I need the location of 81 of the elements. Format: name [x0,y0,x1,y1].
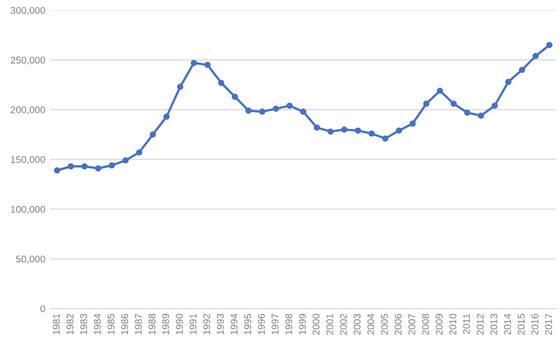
x-tick-label: 1989 [162,314,170,334]
point [327,128,334,135]
point [68,163,74,170]
point [259,108,266,115]
point [341,126,348,133]
point [505,78,512,85]
x-tick-label: 2009 [436,314,443,335]
point [108,162,115,169]
x-tick-label: 2014 [504,314,511,335]
x-tick-label: 1994 [230,314,238,334]
point [286,102,293,109]
x-tick-label: 2015 [518,314,525,335]
point [410,120,416,127]
y-tick-label: 0 [40,305,46,312]
point [314,124,320,131]
x-tick-label: 2012 [476,314,484,335]
x-tick-label: 2004 [367,314,374,335]
point [232,94,238,100]
point [54,167,60,174]
point [546,42,552,48]
point [95,165,102,172]
x-tick-label: 1991 [190,314,196,334]
x-tick-label: 1997 [272,314,279,334]
point [478,112,484,119]
point [204,62,211,68]
x-tick-label: 2003 [354,314,361,335]
point [272,106,280,112]
point [450,100,457,107]
point [177,84,184,90]
x-tick-label: 1996 [258,314,265,334]
point [190,60,197,66]
x-tick-label: 1986 [121,314,128,334]
y-tick-label: 50,000 [16,256,46,264]
point [136,149,142,156]
y-tick-label: 200,000 [10,106,46,114]
point [518,66,526,74]
point [464,110,470,116]
point [81,163,88,170]
point [532,52,539,60]
point [382,135,388,142]
point [163,114,170,120]
x-tick-label: 1982 [66,314,74,334]
point [354,127,362,134]
x-tick-label: 2000 [312,314,320,335]
x-tick-label: 1995 [244,314,252,334]
x-tick-label: 1981 [52,314,60,334]
x-tick-label: 2006 [394,314,402,335]
y-tick-label: 250,000 [10,56,46,65]
point [423,100,430,107]
x-tick-label: 1985 [108,314,114,334]
y-tick-label: 300,000 [10,6,46,15]
x-tick-label: 2016 [531,314,538,335]
x-tick-label: 2008 [422,314,429,335]
x-tick-label: 1998 [285,314,292,334]
point [150,131,156,138]
point [492,102,498,109]
x-tick-label: 1990 [176,314,183,334]
x-tick-label: 2011 [463,314,470,334]
x-tick-label: 1984 [94,314,101,334]
x-tick-label: 2007 [408,314,416,335]
x-tick-label: 2010 [449,314,456,335]
point [122,157,129,164]
x-tick-label: 2002 [340,314,347,335]
point [436,88,444,94]
x-tick-label: 1988 [148,314,156,334]
x-tick-label: 1992 [203,314,210,334]
x-tick-label: 2005 [381,314,388,335]
x-tick-label: 2017 [545,314,552,335]
point [218,80,224,86]
x-tick-label: 1983 [80,314,88,334]
y-tick-label: 150,000 [11,156,46,164]
point [368,130,375,137]
point [396,127,402,134]
point [245,108,252,114]
x-tick-label: 1993 [216,314,224,334]
y-tick-label: 100,000 [11,206,46,214]
point [300,108,306,115]
x-tick-label: 1987 [134,314,142,334]
x-tick-label: 2001 [326,314,334,335]
x-tick-label: 1999 [298,314,306,334]
x-tick-label: 2013 [490,314,498,335]
